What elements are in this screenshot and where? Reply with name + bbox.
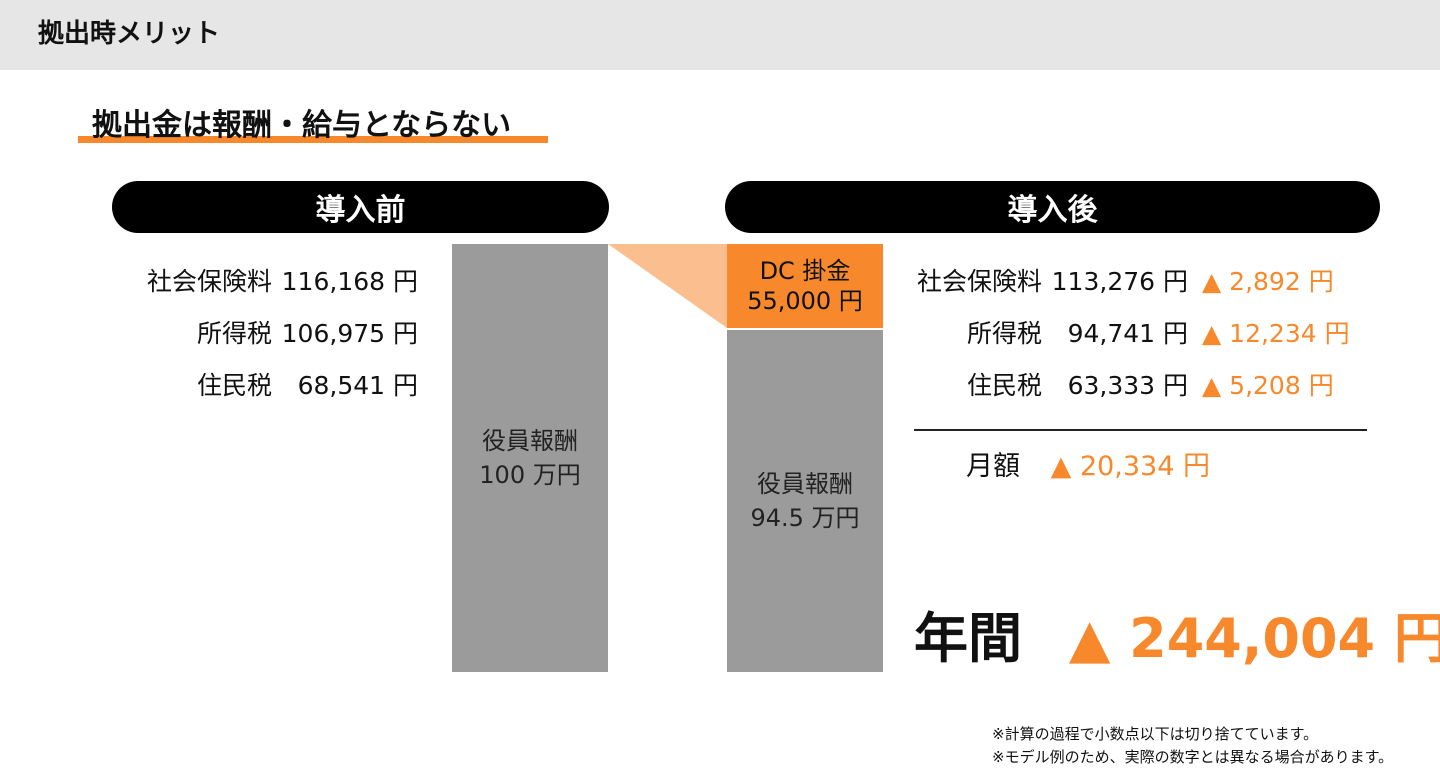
before-block-line1: 役員報酬 [482,427,578,455]
after-row-income-tax: 所得税 94,741 円 ▲ 12,234 円 [0,314,1350,354]
after-pill: 導入後 [725,181,1380,233]
footnote: ※計算の過程で小数点以下は切り捨てています。 [992,725,1319,743]
after-row-reduction: ▲ 12,234 円 [1202,319,1350,348]
after-row-value: 94,741 円 [1067,319,1188,348]
after-row-social-insurance: 社会保険料 113,276 円 ▲ 2,892 円 [0,262,1334,302]
after-compensation-block: 役員報酬 94.5 万円 [727,330,883,672]
after-row-label: 社会保険料 [916,267,1042,296]
before-row-label: 社会保険料 [146,267,272,296]
after-row-resident-tax: 住民税 63,333 円 ▲ 5,208 円 [0,366,1334,406]
before-block-line2: 100 万円 [479,461,581,489]
totals-divider [914,429,1367,431]
before-row-income-tax: 所得税 106,975 円 [0,314,418,354]
after-row-label: 住民税 [966,371,1042,400]
before-row-value: 116,168 円 [281,267,418,296]
section-subtitle: 拠出金は報酬・給与とならない [92,108,512,143]
after-block-line1: 役員報酬 [757,470,853,498]
before-row-social-insurance: 社会保険料 116,168 円 [0,262,418,302]
monthly-total: 月額 ▲ 20,334 円 [966,447,1210,487]
dc-contribution-block: DC 掛金 55,000 円 [727,244,883,328]
before-row-resident-tax: 住民税 68,541 円 [0,366,418,406]
after-row-reduction: ▲ 2,892 円 [1202,267,1334,296]
before-row-label: 所得税 [196,319,272,348]
before-row-value: 106,975 円 [281,319,418,348]
dc-block-line2: 55,000 円 [747,287,863,315]
after-block-line2: 94.5 万円 [750,504,860,532]
before-compensation-block: 役員報酬 100 万円 [452,244,608,672]
footnote: ※モデル例のため、実際の数字とは異なる場合があります。 [992,748,1394,766]
before-row-label: 住民税 [196,371,272,400]
page-title: 拠出時メリット [38,19,221,49]
annual-label: 年間 [914,607,1022,670]
annual-total: 年間 ▲ 244,004 円 [914,604,1440,674]
after-row-reduction: ▲ 5,208 円 [1202,371,1334,400]
before-pill: 導入前 [112,181,609,233]
dc-wedge-shape [608,244,727,328]
monthly-value: ▲ 20,334 円 [1050,451,1210,482]
before-row-value: 68,541 円 [297,371,418,400]
monthly-label: 月額 [966,451,1020,482]
annual-value: ▲ 244,004 円 [1068,607,1440,670]
subtitle-underline [78,136,548,143]
after-row-value: 113,276 円 [1051,267,1188,296]
header-bar [0,0,1440,70]
before-pill-label: 導入前 [315,193,406,228]
dc-block-line1: DC 掛金 [759,257,851,285]
after-pill-label: 導入後 [1007,193,1098,228]
after-row-value: 63,333 円 [1067,371,1188,400]
after-row-label: 所得税 [966,319,1042,348]
